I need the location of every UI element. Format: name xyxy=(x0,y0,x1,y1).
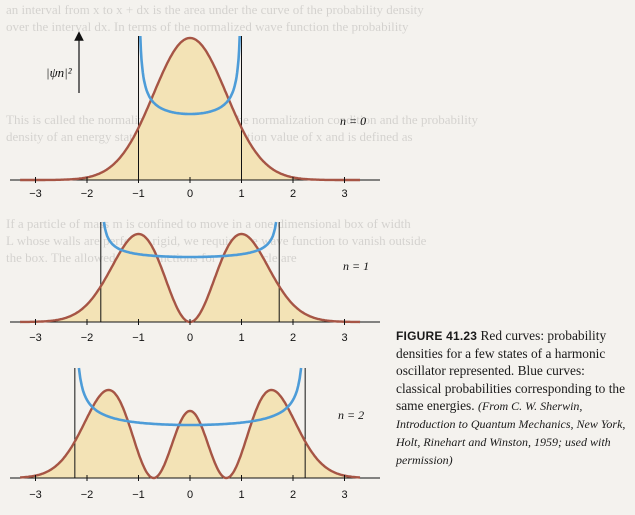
y-axis-label: |ψn|² xyxy=(46,65,73,80)
panel-n1: −3 −2 −1 0 1 2 3 n = 1 xyxy=(10,221,380,344)
x-tick-label: 3 xyxy=(341,489,347,501)
probability-density-curve xyxy=(19,388,361,480)
x-tick-label: −2 xyxy=(81,188,94,200)
x-tick-label: −1 xyxy=(132,188,145,200)
x-tick-label: 1 xyxy=(238,188,244,200)
probability-density-curve xyxy=(20,36,360,182)
x-tick-label: 3 xyxy=(341,188,347,200)
x-tick-label: 2 xyxy=(290,332,296,344)
state-label: n = 0 xyxy=(340,114,366,128)
x-tick-label: 1 xyxy=(238,489,244,501)
classical-probability-curve xyxy=(77,367,303,427)
x-tick-label: −3 xyxy=(29,188,42,200)
panel-n0: −3 −2 −1 0 1 2 3 n = 0 xyxy=(10,35,380,200)
panel-n2: −3 −2 −1 0 1 2 3 n = 2 xyxy=(10,367,380,501)
x-tick-label: −1 xyxy=(132,332,145,344)
x-tick-label: −1 xyxy=(132,489,145,501)
figure-id: FIGURE 41.23 xyxy=(396,329,478,343)
x-tick-label: −2 xyxy=(81,489,94,501)
classical-probability-curve xyxy=(102,221,278,259)
figure-caption: FIGURE 41.23 Red curves: probability den… xyxy=(396,327,632,470)
x-tick-label: 2 xyxy=(290,188,296,200)
caption-text: Red curves: probability densities for a … xyxy=(396,328,626,413)
x-tick-label: 1 xyxy=(238,332,244,344)
x-tick-label: 0 xyxy=(187,489,193,501)
probability-fill xyxy=(20,38,360,180)
x-tick-label: 2 xyxy=(290,489,296,501)
x-tick-label: 0 xyxy=(187,332,193,344)
x-tick-label: −2 xyxy=(81,332,94,344)
probability-fill xyxy=(20,234,360,322)
x-tick-label: −3 xyxy=(29,489,42,501)
x-tick-label: 3 xyxy=(341,332,347,344)
classical-probability-curve xyxy=(139,35,241,116)
probability-density-curve xyxy=(19,232,361,324)
state-label: n = 1 xyxy=(343,259,369,273)
caption-credit: (From C. W. Sherwin, Introduction to Qua… xyxy=(396,398,626,468)
probability-fill xyxy=(20,390,360,478)
state-label: n = 2 xyxy=(338,408,364,422)
x-tick-label: −3 xyxy=(29,332,42,344)
x-tick-label: 0 xyxy=(187,188,193,200)
